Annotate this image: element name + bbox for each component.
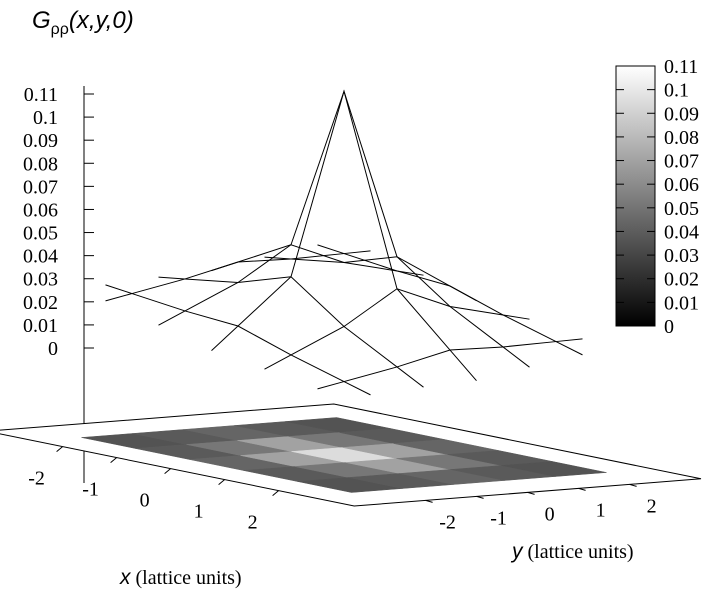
colorbar-tick-label: 0.01 xyxy=(664,292,699,314)
x-tick-mark xyxy=(272,490,279,496)
colorbar xyxy=(615,65,656,327)
colorbar-tick-label: 0.06 xyxy=(664,174,699,196)
y-axis-unit: (lattice units) xyxy=(523,541,634,563)
base-plane xyxy=(0,403,702,507)
colorbar-tick-label: 0.04 xyxy=(664,221,699,243)
y-tick-label: -1 xyxy=(490,507,507,529)
mesh-line-y xyxy=(317,338,583,390)
surface-mesh xyxy=(105,89,583,396)
y-tick-label: 0 xyxy=(545,503,555,525)
z-tick-label: 0.11 xyxy=(24,84,58,106)
z-tick-label: 0.07 xyxy=(23,176,58,198)
z-axis-ticks: 00.010.020.030.040.050.060.070.080.090.1… xyxy=(23,84,94,360)
colorbar-tick-label: 0.07 xyxy=(664,151,699,173)
mesh-line-y xyxy=(211,89,477,352)
z-tick-label: 0.03 xyxy=(23,269,58,291)
x-axis-unit: (lattice units) xyxy=(131,567,242,589)
y-tick-label: 2 xyxy=(647,495,657,517)
y-tick-label: -2 xyxy=(439,511,456,533)
mesh-line-x xyxy=(264,256,530,368)
y-axis-var: y xyxy=(510,540,524,563)
x-tick-mark xyxy=(164,468,171,474)
mesh-line-x xyxy=(105,284,371,396)
z-tick-label: 0.05 xyxy=(23,223,58,245)
colorbar-tick-label: 0 xyxy=(664,316,674,338)
y-tick-label: 1 xyxy=(596,499,606,521)
mesh-line-y xyxy=(264,288,530,370)
colorbar-tick-label: 0.09 xyxy=(664,103,699,125)
y-tick-mark xyxy=(629,483,637,487)
x-tick-label: -1 xyxy=(82,479,99,501)
colorbar-tick-label: 0.1 xyxy=(664,80,689,102)
mesh-line-x xyxy=(211,89,477,381)
x-axis-var: x xyxy=(119,566,132,589)
colorbar-tick-label: 0.05 xyxy=(664,198,699,220)
x-tick-mark xyxy=(218,479,225,485)
z-tick-label: 0.04 xyxy=(23,246,58,268)
y-axis-title: y (lattice units) xyxy=(510,540,634,563)
z-tick-label: 0 xyxy=(48,338,58,360)
heatmap-cell xyxy=(501,461,607,477)
chart-title: Gρρ(x,y,0) xyxy=(32,7,134,38)
x-tick-label: -2 xyxy=(28,468,45,490)
colorbar-tick-label: 0.02 xyxy=(664,269,699,291)
z-tick-label: 0.02 xyxy=(23,292,58,314)
x-tick-label: 0 xyxy=(140,490,150,512)
colorbar-tick-label: 0.08 xyxy=(664,127,699,149)
x-axis-ticks: -2 -1 0 1 2 xyxy=(28,446,279,534)
y-axis-ticks: -2 -1 0 1 2 xyxy=(425,483,657,533)
mesh-line-y xyxy=(158,244,424,326)
colorbar-tick-label: 0.03 xyxy=(664,245,699,267)
x-tick-label: 2 xyxy=(248,512,258,534)
title-main: G xyxy=(32,7,51,34)
z-tick-label: 0.09 xyxy=(23,130,58,152)
colorbar-tick-label: 0.11 xyxy=(664,56,698,78)
y-tick-mark xyxy=(425,499,433,503)
z-tick-label: 0.06 xyxy=(23,199,58,221)
z-tick-label: 0.01 xyxy=(23,315,58,337)
x-tick-mark xyxy=(56,446,63,452)
y-tick-mark xyxy=(578,487,586,491)
x-axis-title: x (lattice units) xyxy=(119,566,242,589)
y-tick-mark xyxy=(476,495,484,499)
x-tick-label: 1 xyxy=(194,501,204,523)
y-tick-mark xyxy=(527,491,535,495)
z-tick-label: 0.08 xyxy=(23,153,58,175)
colorbar-ticks: 00.010.020.030.040.050.060.070.080.090.1… xyxy=(616,56,699,338)
z-tick-label: 0.1 xyxy=(33,107,58,129)
title-subscript: ρρ xyxy=(51,21,69,38)
x-tick-mark xyxy=(110,457,117,463)
mesh-line-y xyxy=(105,250,371,302)
title-args: (x,y,0) xyxy=(69,7,134,34)
